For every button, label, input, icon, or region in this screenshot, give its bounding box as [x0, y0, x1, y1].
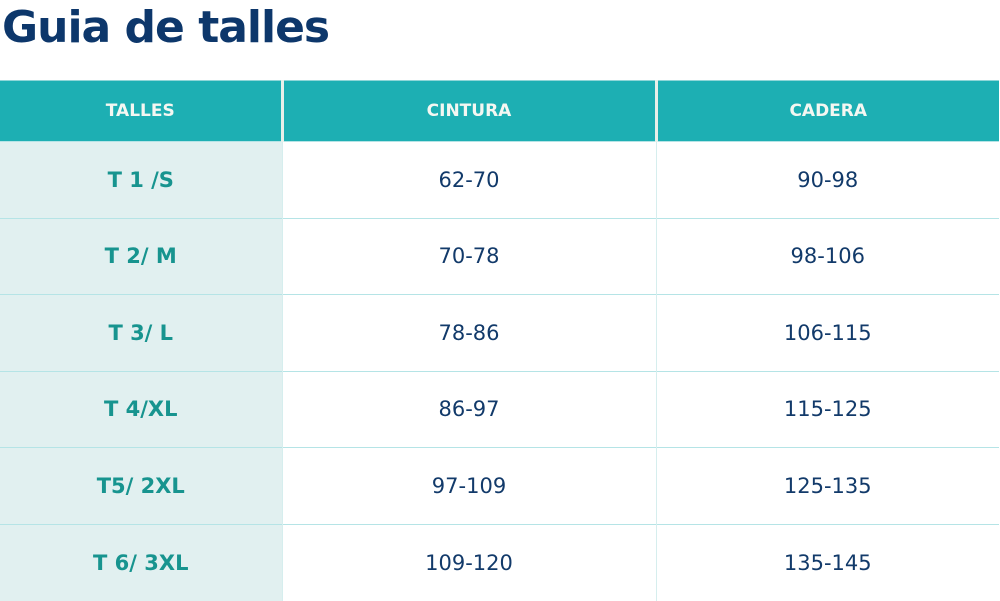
page-title: Guia de talles [2, 2, 330, 53]
waist-cell: 86-97 [281, 370, 656, 448]
waist-cell: 70-78 [281, 217, 656, 295]
table-row: T 4/XL 86-97 115-125 [0, 370, 999, 448]
hip-cell: 125-135 [655, 447, 999, 524]
hip-cell: 98-106 [655, 217, 999, 295]
size-cell: T5/ 2XL [0, 447, 282, 524]
header-row: TALLES CINTURA CADERA [0, 80, 999, 142]
waist-cell: 78-86 [281, 294, 656, 371]
table-row: T 1 /S 62-70 90-98 [0, 141, 999, 218]
header-cintura: CINTURA [280, 80, 656, 142]
table-row: T 6/ 3XL 109-120 135-145 [0, 523, 999, 601]
header-talles: TALLES [0, 80, 282, 142]
size-cell: T 4/XL [0, 370, 282, 448]
size-cell: T 3/ L [0, 294, 282, 371]
hip-cell: 106-115 [655, 294, 999, 371]
size-cell: T 2/ M [0, 217, 282, 295]
size-guide-table: TALLES CINTURA CADERA T 1 /S 62-70 90-98 T … [0, 80, 999, 601]
hip-cell: 135-145 [655, 523, 999, 601]
hip-cell: 90-98 [655, 141, 999, 218]
table-row: T 2/ M 70-78 98-106 [0, 217, 999, 295]
size-cell: T 1 /S [0, 141, 282, 218]
table-row: T5/ 2XL 97-109 125-135 [0, 447, 999, 524]
size-cell: T 6/ 3XL [0, 523, 282, 601]
waist-cell: 62-70 [281, 141, 656, 218]
waist-cell: 97-109 [281, 447, 656, 524]
waist-cell: 109-120 [281, 523, 656, 601]
header-cadera: CADERA [654, 80, 999, 142]
table-row: T 3/ L 78-86 106-115 [0, 294, 999, 371]
hip-cell: 115-125 [655, 370, 999, 448]
